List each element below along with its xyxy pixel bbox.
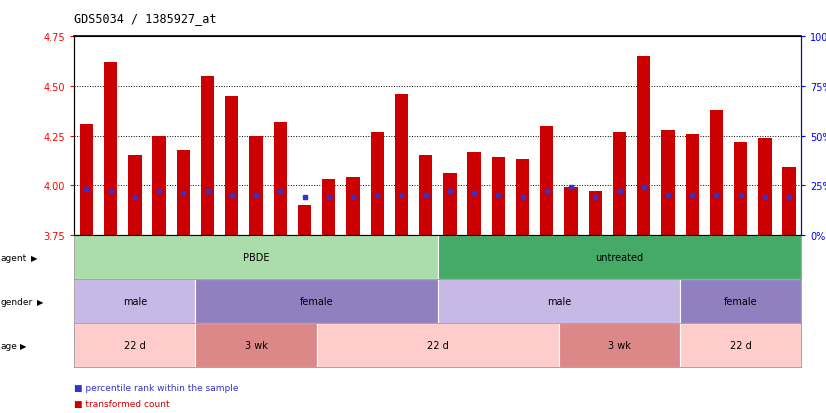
Text: 3 wk: 3 wk (244, 341, 268, 351)
Bar (564, 188, 577, 235)
Bar (128, 156, 141, 235)
Bar (74, 235, 438, 280)
Bar (322, 180, 335, 235)
Text: ▶: ▶ (31, 253, 38, 262)
Bar (316, 323, 559, 368)
Bar (196, 280, 438, 323)
Bar (613, 132, 626, 235)
Bar (468, 152, 481, 235)
Bar (540, 126, 553, 235)
Bar (680, 280, 801, 323)
Bar (491, 158, 505, 235)
Bar (273, 122, 287, 235)
Bar (104, 63, 117, 235)
Text: ■ transformed count: ■ transformed count (74, 399, 170, 408)
Text: untreated: untreated (596, 252, 643, 262)
Text: female: female (724, 297, 757, 306)
Text: ▶: ▶ (37, 297, 44, 306)
Bar (177, 150, 190, 235)
Text: female: female (300, 297, 334, 306)
Text: 22 d: 22 d (730, 341, 752, 351)
Text: GDS5034 / 1385927_at: GDS5034 / 1385927_at (74, 12, 217, 25)
Bar (395, 95, 408, 235)
Bar (80, 124, 93, 235)
Bar (419, 156, 432, 235)
Text: gender: gender (1, 297, 33, 306)
Bar (225, 97, 239, 235)
Bar (589, 192, 602, 235)
Bar (758, 138, 771, 235)
Bar (74, 280, 196, 323)
Bar (662, 131, 675, 235)
Text: 3 wk: 3 wk (608, 341, 631, 351)
Bar (686, 134, 699, 235)
Bar (249, 136, 263, 235)
Bar (710, 111, 723, 235)
Bar (559, 323, 680, 368)
Bar (346, 178, 359, 235)
Bar (782, 168, 795, 235)
Bar (298, 206, 311, 235)
Bar (438, 280, 680, 323)
Text: 22 d: 22 d (124, 341, 145, 351)
Bar (196, 323, 316, 368)
Bar (153, 136, 166, 235)
Text: ■ percentile rank within the sample: ■ percentile rank within the sample (74, 383, 239, 392)
Text: 22 d: 22 d (427, 341, 449, 351)
Text: agent: agent (1, 253, 27, 262)
Bar (637, 57, 650, 235)
Text: male: male (123, 297, 147, 306)
Text: ▶: ▶ (20, 341, 26, 350)
Bar (444, 174, 457, 235)
Bar (734, 142, 748, 235)
Bar (680, 323, 801, 368)
Bar (516, 160, 529, 235)
Text: age: age (1, 341, 17, 350)
Bar (371, 132, 384, 235)
Bar (438, 235, 801, 280)
Bar (201, 77, 214, 235)
Text: male: male (547, 297, 571, 306)
Bar (74, 323, 196, 368)
Text: PBDE: PBDE (243, 252, 269, 262)
